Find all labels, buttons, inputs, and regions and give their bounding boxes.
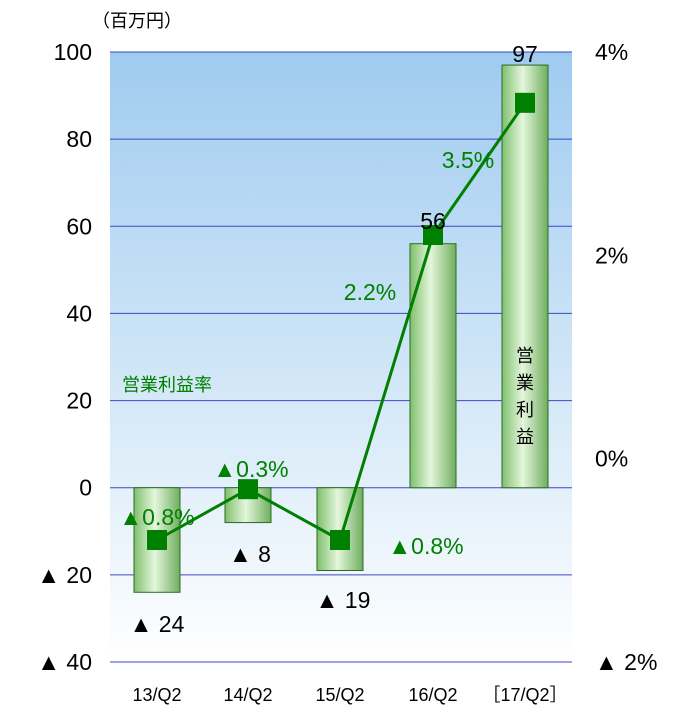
ratio-value-label: ▲0.3% [213, 456, 288, 482]
bar-value-label: ▲ 24 [130, 611, 185, 637]
y-right-tick-label: 2% [595, 242, 628, 268]
y-left-tick-label: 100 [54, 39, 92, 65]
data-labels: ▲ 24 ▲ 8 ▲ 19 56 97 ▲0.8% ▲0.3% ▲0.8% 2.2% 3.5% [119, 41, 537, 637]
x-tick-label: 16/Q2 [408, 685, 457, 705]
bar-value-label: 56 [420, 208, 446, 234]
ratio-marker [330, 530, 350, 550]
ratio-marker [423, 225, 443, 245]
bar-value-label: ▲ 8 [229, 541, 271, 567]
bar [316, 487, 364, 572]
ratio-value-label: ▲0.8% [119, 504, 194, 530]
y-left-tick-label: 60 [66, 213, 92, 239]
ratio-value-label: 3.5% [442, 147, 494, 173]
ratio-marker [515, 92, 535, 113]
bar-series-name-char: 利 [516, 400, 534, 420]
y-right-tick-label: ▲ 2% [595, 649, 657, 675]
axes: 100 80 60 40 20 0 ▲ 20 ▲ 40 4% 2% 0% ▲ 2% 13/Q2 14/Q2… [37, 39, 657, 705]
y-right-tick-label: 0% [595, 446, 628, 472]
bar-value-label: 97 [512, 41, 538, 67]
ratio-value-label: 2.2% [344, 279, 396, 305]
bar [501, 64, 549, 489]
unit-label: （百万円） [92, 11, 182, 31]
x-tick-label: 13/Q2 [132, 685, 181, 705]
y-left-tick-label: 20 [66, 388, 92, 414]
y-left-tick-label: 0 [79, 475, 92, 501]
y-left-tick-label: 80 [66, 126, 92, 152]
ratio-marker [238, 479, 258, 500]
bar-series-name-char: 業 [516, 373, 534, 393]
ratio-marker [147, 530, 167, 550]
x-tick-label: ［17/Q2］ [482, 685, 567, 705]
x-tick-label: 15/Q2 [315, 685, 364, 705]
bar-series-name-char: 営 [516, 346, 534, 366]
x-tick-label: 14/Q2 [223, 685, 272, 705]
bar-series-name-char: 益 [516, 427, 534, 447]
bar-value-label: ▲ 19 [316, 587, 371, 613]
ratio-value-label: ▲0.8% [388, 533, 463, 559]
y-left-tick-label: 40 [66, 300, 92, 326]
series-name-ratio: 営業利益率 [122, 375, 212, 395]
y-left-tick-label: ▲ 40 [37, 649, 92, 675]
y-right-tick-label: 4% [595, 39, 628, 65]
bar [409, 243, 457, 489]
ratio-line-series [147, 92, 535, 550]
y-left-tick-label: ▲ 20 [37, 562, 92, 588]
